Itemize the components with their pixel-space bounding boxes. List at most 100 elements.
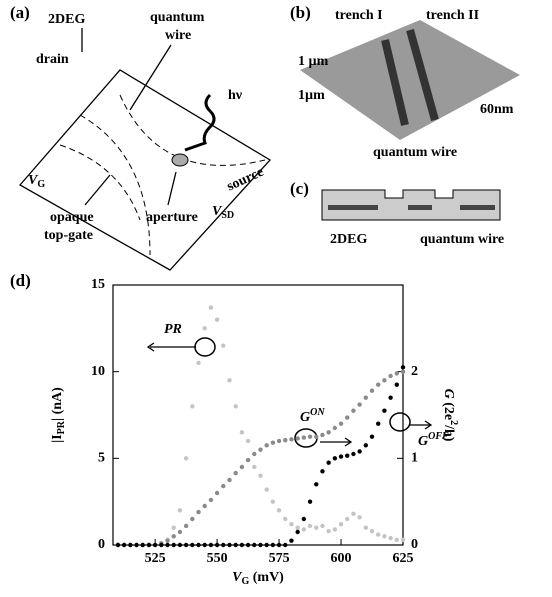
data-point — [270, 499, 276, 504]
data-point — [369, 434, 375, 439]
data-point — [376, 532, 381, 537]
panel-d: (d) VG (mV) |IPR| (nA) G (2e2/h) PR GON … — [10, 271, 459, 587]
data-point — [245, 542, 251, 548]
data-point — [388, 373, 393, 379]
data-point — [258, 542, 263, 548]
wire-layer — [408, 205, 432, 210]
data-point — [345, 415, 350, 420]
x-tick-label: 550 — [207, 551, 228, 566]
data-point — [245, 438, 251, 444]
annotation-circle — [194, 337, 216, 357]
annotation: GOFF — [418, 431, 449, 449]
data-point — [314, 525, 319, 530]
aperture-spot — [171, 153, 189, 167]
data-point — [388, 535, 393, 541]
data-point — [394, 537, 400, 542]
sample-plate — [18, 69, 272, 271]
data-point — [357, 515, 362, 520]
data-point — [326, 460, 331, 465]
data-point — [376, 421, 381, 426]
data-point — [152, 542, 158, 548]
label: trench II — [426, 8, 479, 23]
data-point — [376, 382, 381, 387]
2deg-layer — [460, 205, 495, 210]
data-point — [239, 464, 245, 470]
data-point — [320, 523, 325, 529]
data-point — [307, 434, 313, 439]
panel-c: (c) 2DEG quantum wire — [290, 179, 504, 247]
data-point — [202, 326, 207, 331]
data-point — [301, 527, 307, 532]
plot-frame — [112, 284, 404, 546]
data-point — [159, 542, 164, 548]
data-point — [338, 454, 344, 459]
data-point — [276, 542, 282, 548]
y2-tick-label: 2 — [411, 364, 418, 379]
data-point — [177, 529, 183, 535]
data-point — [177, 508, 183, 513]
data-point — [171, 534, 176, 539]
label: VG — [28, 173, 45, 190]
label: 60nm — [480, 102, 514, 117]
y2-axis-label: G (2e2/h) — [441, 389, 459, 442]
x-tick-label: 600 — [331, 551, 352, 566]
label: VSD — [212, 204, 234, 221]
data-point — [196, 509, 201, 515]
data-point — [258, 473, 263, 478]
data-point — [289, 522, 294, 527]
y-tick-label: 10 — [91, 364, 105, 379]
data-point — [165, 538, 170, 543]
x-tick-label: 575 — [269, 551, 290, 566]
y-tick-label: 15 — [91, 277, 105, 292]
gate-edge — [79, 114, 151, 256]
data-point — [270, 542, 276, 548]
data-point — [307, 499, 313, 504]
data-point — [183, 456, 189, 461]
data-point — [345, 516, 350, 522]
data-point — [264, 487, 269, 492]
data-point — [214, 317, 220, 322]
data-point — [351, 408, 356, 413]
data-point — [276, 508, 282, 513]
gate-edge — [59, 144, 141, 221]
data-point — [338, 522, 344, 527]
data-point — [233, 470, 238, 476]
data-point — [190, 516, 195, 522]
label: 2DEG — [48, 12, 85, 27]
label: quantum wire — [373, 145, 457, 160]
trench — [381, 28, 439, 126]
data-point — [183, 523, 189, 529]
data-point — [202, 503, 207, 509]
data-point — [239, 430, 245, 435]
panel-label: (d) — [10, 271, 31, 290]
data-point — [252, 464, 257, 470]
data-point — [227, 477, 232, 483]
y-tick-label: 5 — [98, 451, 105, 466]
data-point — [208, 305, 214, 310]
panel-label: (c) — [290, 179, 309, 198]
afm-surface — [300, 20, 520, 140]
data-point — [264, 542, 269, 548]
data-point — [314, 434, 319, 439]
data-point — [382, 378, 387, 383]
data-point — [208, 542, 214, 548]
data-point — [214, 490, 220, 496]
data-point — [196, 360, 201, 366]
data-point — [233, 542, 238, 548]
data-point — [289, 437, 294, 442]
data-point — [258, 447, 263, 452]
y-axis-label: |IPR| (nA) — [50, 387, 67, 443]
panel-b: (b) trench I trench II 1 µm 1µm 60nm qua… — [290, 3, 520, 160]
data-point — [283, 516, 288, 522]
data-point — [121, 542, 127, 548]
data-point — [363, 525, 369, 530]
y-tick-label: 0 — [98, 537, 105, 552]
data-point — [171, 525, 176, 530]
data-point — [400, 365, 406, 370]
data-point — [289, 538, 294, 543]
data-point — [326, 528, 331, 534]
data-point — [202, 542, 207, 548]
data-point — [295, 436, 300, 441]
data-point — [245, 457, 251, 463]
